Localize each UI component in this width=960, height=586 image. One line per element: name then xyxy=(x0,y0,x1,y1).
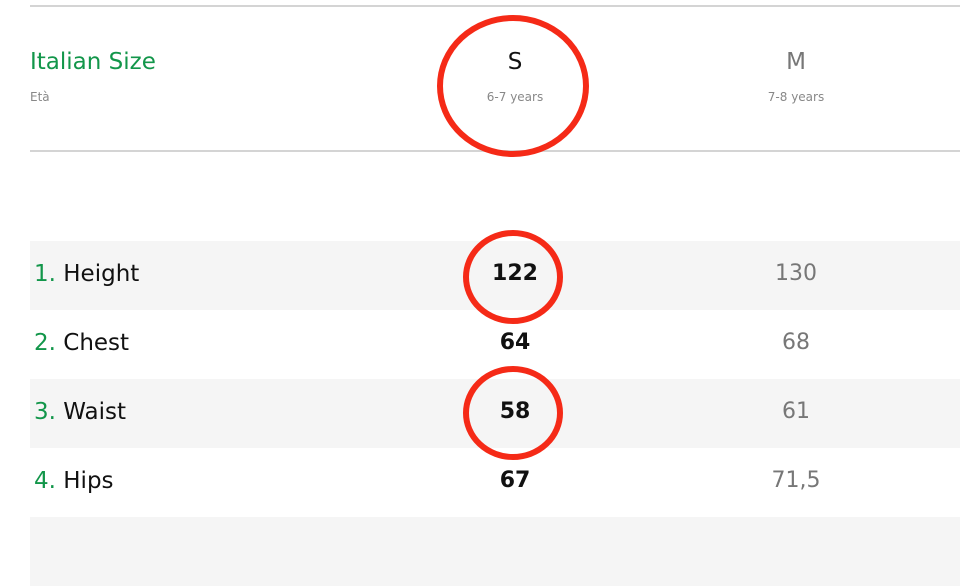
table-subtitle: Età xyxy=(30,90,50,104)
value-m: 71,5 xyxy=(771,468,821,493)
header-divider xyxy=(30,150,960,152)
table-row: 3. Waist 58 61 xyxy=(30,379,960,448)
row-label: Waist xyxy=(63,399,127,425)
value-s: 122 xyxy=(492,261,538,286)
row-label: Chest xyxy=(63,330,130,356)
circle-size-S xyxy=(437,15,589,157)
table-row: 2. Chest 64 68 xyxy=(30,310,960,379)
table-title: Italian Size xyxy=(30,49,156,75)
value-s: 64 xyxy=(499,330,531,355)
value-m: 61 xyxy=(782,399,810,424)
column-header-m: M xyxy=(786,49,806,75)
table-row: 1. Height 122 130 xyxy=(30,241,960,310)
row-number: 2. xyxy=(34,330,56,356)
row-number: 1. xyxy=(34,261,56,287)
column-age-s: 6-7 years xyxy=(486,90,544,104)
value-m: 130 xyxy=(775,261,817,286)
row-number: 3. xyxy=(34,399,56,425)
top-divider xyxy=(30,5,960,7)
row-label: Height xyxy=(63,261,140,287)
value-s: 58 xyxy=(499,399,531,424)
row-number: 4. xyxy=(34,468,56,494)
value-s: 67 xyxy=(499,468,531,493)
table-row: 4. Hips 67 71,5 xyxy=(30,448,960,517)
column-header-s: S xyxy=(507,49,523,75)
value-m: 68 xyxy=(782,330,810,355)
table-row xyxy=(30,517,960,586)
row-label: Hips xyxy=(63,468,114,494)
column-age-m: 7-8 years xyxy=(767,90,825,104)
